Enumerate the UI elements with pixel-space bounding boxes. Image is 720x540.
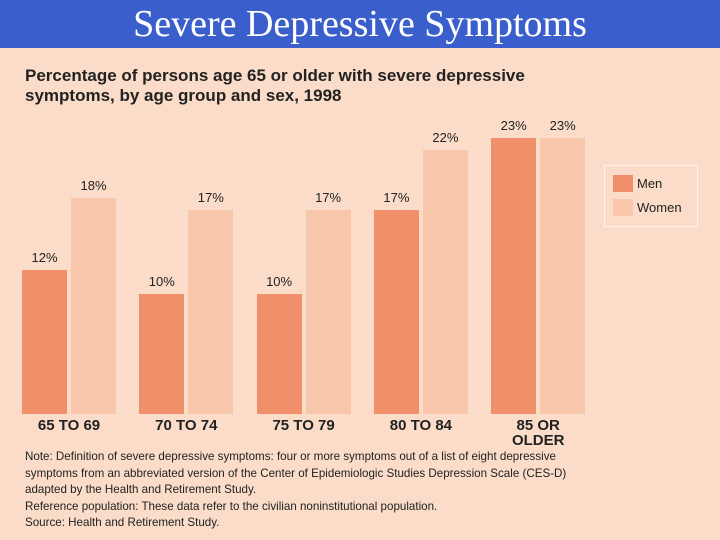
chart-title: symptoms, by age group and sex, 1998 — [25, 86, 342, 105]
value-label: 18% — [80, 178, 107, 193]
x-tick-label: 80 TO 84 — [389, 417, 453, 434]
bar — [373, 210, 419, 414]
note: adapted by the Health and Retirement Stu… — [25, 483, 257, 496]
bar — [139, 294, 185, 414]
value-label: 22% — [432, 130, 459, 145]
legend-swatch — [613, 199, 633, 216]
bar — [71, 198, 116, 414]
value-label: 17% — [315, 190, 342, 205]
value-label: 12% — [31, 250, 58, 265]
x-tick-label: 85 OR OLDER — [511, 417, 565, 449]
legend-swatch — [613, 175, 633, 192]
header-band — [0, 0, 720, 48]
value-label: 23% — [549, 118, 576, 133]
bar — [305, 210, 351, 414]
legend-label: Men — [637, 176, 663, 191]
bar — [22, 270, 67, 414]
bar — [540, 138, 586, 414]
value-label: 10% — [148, 274, 175, 289]
slide-title: Severe Depressive Symptoms — [133, 3, 587, 45]
bar — [256, 294, 302, 414]
value-label: 17% — [383, 190, 410, 205]
x-tick-label: 70 TO 74 — [155, 417, 218, 434]
x-tick-label: 65 TO 69 — [37, 417, 101, 434]
note: Source: Health and Retirement Study. — [25, 516, 220, 529]
legend-label: Women — [637, 200, 682, 215]
value-label: 23% — [500, 118, 527, 133]
bar — [422, 150, 468, 414]
note: Note: Definition of severe depressive sy… — [25, 450, 556, 463]
bar — [491, 138, 537, 414]
bar — [188, 210, 234, 414]
legend: Men Women — [604, 165, 698, 227]
note: Reference population: These data refer t… — [25, 499, 438, 513]
chart-title: Percentage of persons age 65 or older wi… — [25, 66, 525, 85]
value-label: 10% — [266, 274, 293, 289]
note: symptoms from an abbreviated version of … — [25, 466, 567, 480]
x-tick-label: 75 TO 79 — [272, 417, 335, 434]
value-label: 17% — [197, 190, 224, 205]
